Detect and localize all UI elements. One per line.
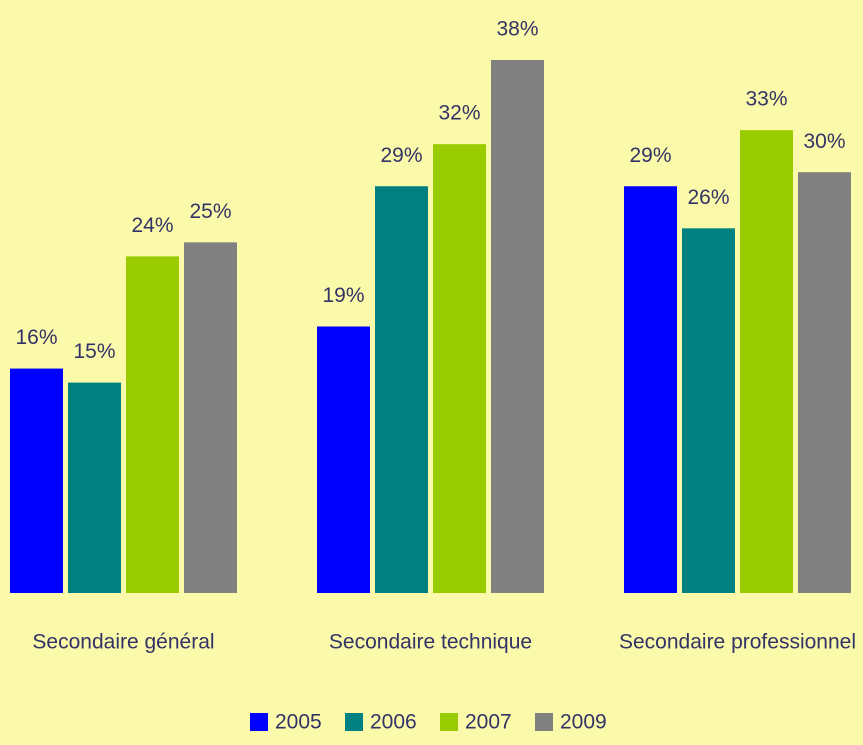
legend-swatch [440, 713, 458, 731]
bar [740, 130, 793, 593]
data-label: 30% [803, 130, 845, 153]
bar [184, 242, 237, 593]
x-tick-label: Secondaire professionnel [619, 631, 856, 654]
bar [10, 368, 63, 593]
bar [375, 186, 428, 593]
data-label: 32% [438, 102, 480, 125]
data-label: 25% [189, 200, 231, 223]
bar [798, 172, 851, 594]
legend-label: 2006 [370, 711, 417, 734]
legend-swatch [535, 713, 553, 731]
legend-label: 2007 [465, 711, 512, 734]
legend-label: 2005 [275, 711, 322, 734]
bar [491, 60, 544, 593]
bar [433, 144, 486, 593]
legend-label: 2009 [560, 711, 607, 734]
data-label: 15% [73, 340, 115, 363]
data-label: 33% [745, 88, 787, 111]
bar [317, 326, 370, 593]
x-tick-label: Secondaire technique [329, 631, 532, 654]
data-label: 19% [322, 284, 364, 307]
legend-swatch [250, 713, 268, 731]
data-label: 29% [629, 144, 671, 167]
data-label: 38% [496, 18, 538, 41]
bar [126, 256, 179, 593]
data-label: 29% [380, 144, 422, 167]
data-label: 16% [15, 326, 57, 349]
x-tick-label: Secondaire général [32, 631, 214, 654]
bar [624, 186, 677, 593]
data-label: 26% [687, 186, 729, 209]
bar [68, 382, 121, 593]
legend-swatch [345, 713, 363, 731]
bar [682, 228, 735, 593]
data-label: 24% [131, 214, 173, 237]
